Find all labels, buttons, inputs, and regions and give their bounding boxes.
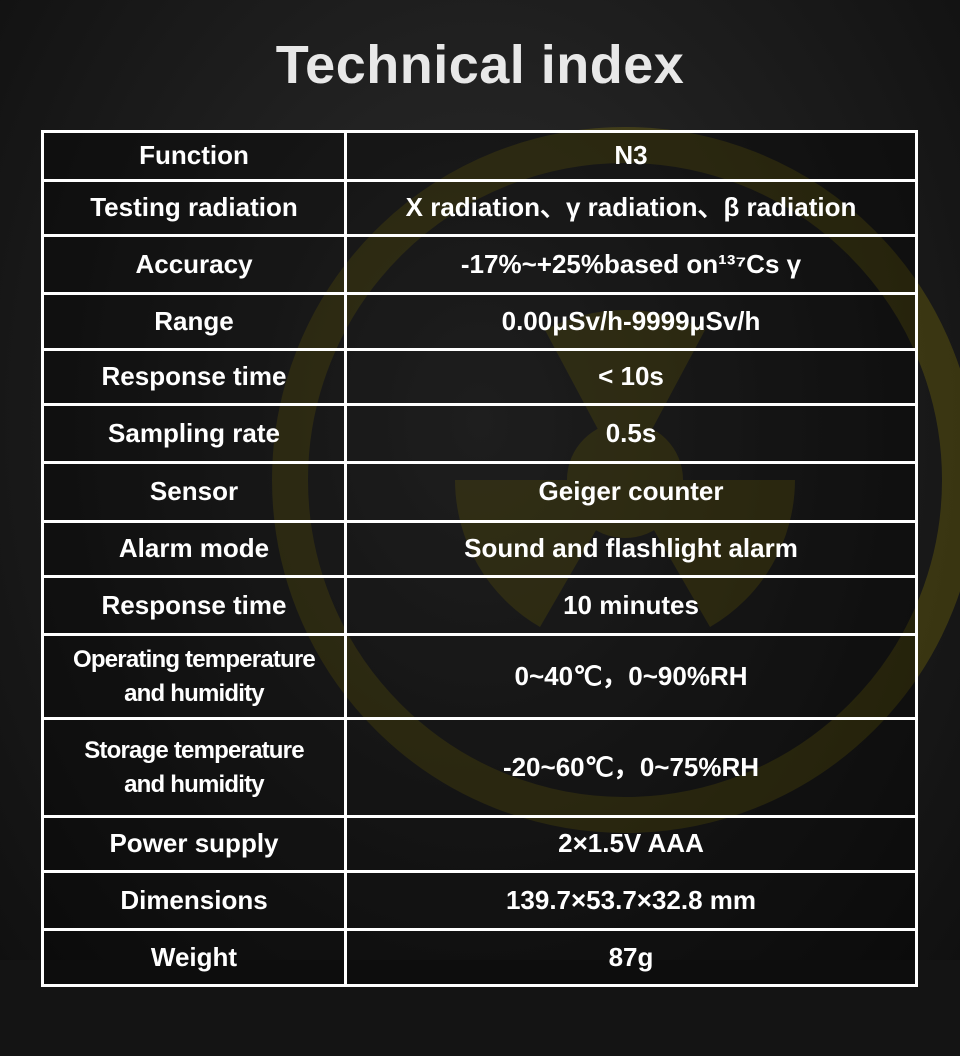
title: Technical index bbox=[275, 35, 685, 95]
table-row: Testing radiation X radiation、γ radiation… bbox=[41, 179, 918, 237]
spec-value: Geiger counter bbox=[344, 461, 918, 523]
spec-value: -20~60℃，0~75%RH bbox=[344, 717, 918, 818]
spec-label: Operating temperature and humidity bbox=[41, 633, 347, 720]
spec-value: 139.7×53.7×32.8 mm bbox=[344, 870, 918, 931]
table-row: Weight 87g bbox=[41, 928, 918, 987]
spec-label: Testing radiation bbox=[41, 179, 347, 237]
table-row: Power supply 2×1.5V AAA bbox=[41, 815, 918, 873]
table-row: Storage temperature and humidity -20~60℃，… bbox=[41, 717, 918, 818]
spec-label: Response time bbox=[41, 348, 347, 406]
spec-label: Sensor bbox=[41, 461, 347, 523]
spec-label: Accuracy bbox=[41, 234, 347, 295]
table-row: Dimensions 139.7×53.7×32.8 mm bbox=[41, 870, 918, 931]
spec-value: 10 minutes bbox=[344, 575, 918, 636]
spec-table: Function N3 Testing radiation X radiation、γ… bbox=[41, 130, 918, 987]
spec-label: Range bbox=[41, 292, 347, 351]
table-row: Response time < 10s bbox=[41, 348, 918, 406]
spec-label: Dimensions bbox=[41, 870, 347, 931]
spec-label: Alarm mode bbox=[41, 520, 347, 578]
spec-value: X radiation、γ radiation、β radiation bbox=[344, 179, 918, 237]
spec-value: < 10s bbox=[344, 348, 918, 406]
spec-value: 0.5s bbox=[344, 403, 918, 464]
spec-label: Sampling rate bbox=[41, 403, 347, 464]
spec-value: N3 bbox=[344, 130, 918, 182]
spec-label: Power supply bbox=[41, 815, 347, 873]
spec-label: Storage temperature and humidity bbox=[41, 717, 347, 818]
table-row: Accuracy -17%~+25%based on¹³⁷Cs γ bbox=[41, 234, 918, 295]
spec-value: 0.00μSv/h-9999μSv/h bbox=[344, 292, 918, 351]
spec-label: Function bbox=[41, 130, 347, 182]
table-row: Function N3 bbox=[41, 130, 918, 182]
table-row: Response time 10 minutes bbox=[41, 575, 918, 636]
table-row: Sensor Geiger counter bbox=[41, 461, 918, 523]
spec-label: Response time bbox=[41, 575, 347, 636]
table-row: Sampling rate 0.5s bbox=[41, 403, 918, 464]
spec-value: Sound and flashlight alarm bbox=[344, 520, 918, 578]
spec-value: 2×1.5V AAA bbox=[344, 815, 918, 873]
table-row: Range 0.00μSv/h-9999μSv/h bbox=[41, 292, 918, 351]
table-row: Alarm mode Sound and flashlight alarm bbox=[41, 520, 918, 578]
spec-value: 87g bbox=[344, 928, 918, 987]
table-row: Operating temperature and humidity 0~40℃，… bbox=[41, 633, 918, 720]
spec-value: 0~40℃，0~90%RH bbox=[344, 633, 918, 720]
spec-label: Weight bbox=[41, 928, 347, 987]
spec-value: -17%~+25%based on¹³⁷Cs γ bbox=[344, 234, 918, 295]
